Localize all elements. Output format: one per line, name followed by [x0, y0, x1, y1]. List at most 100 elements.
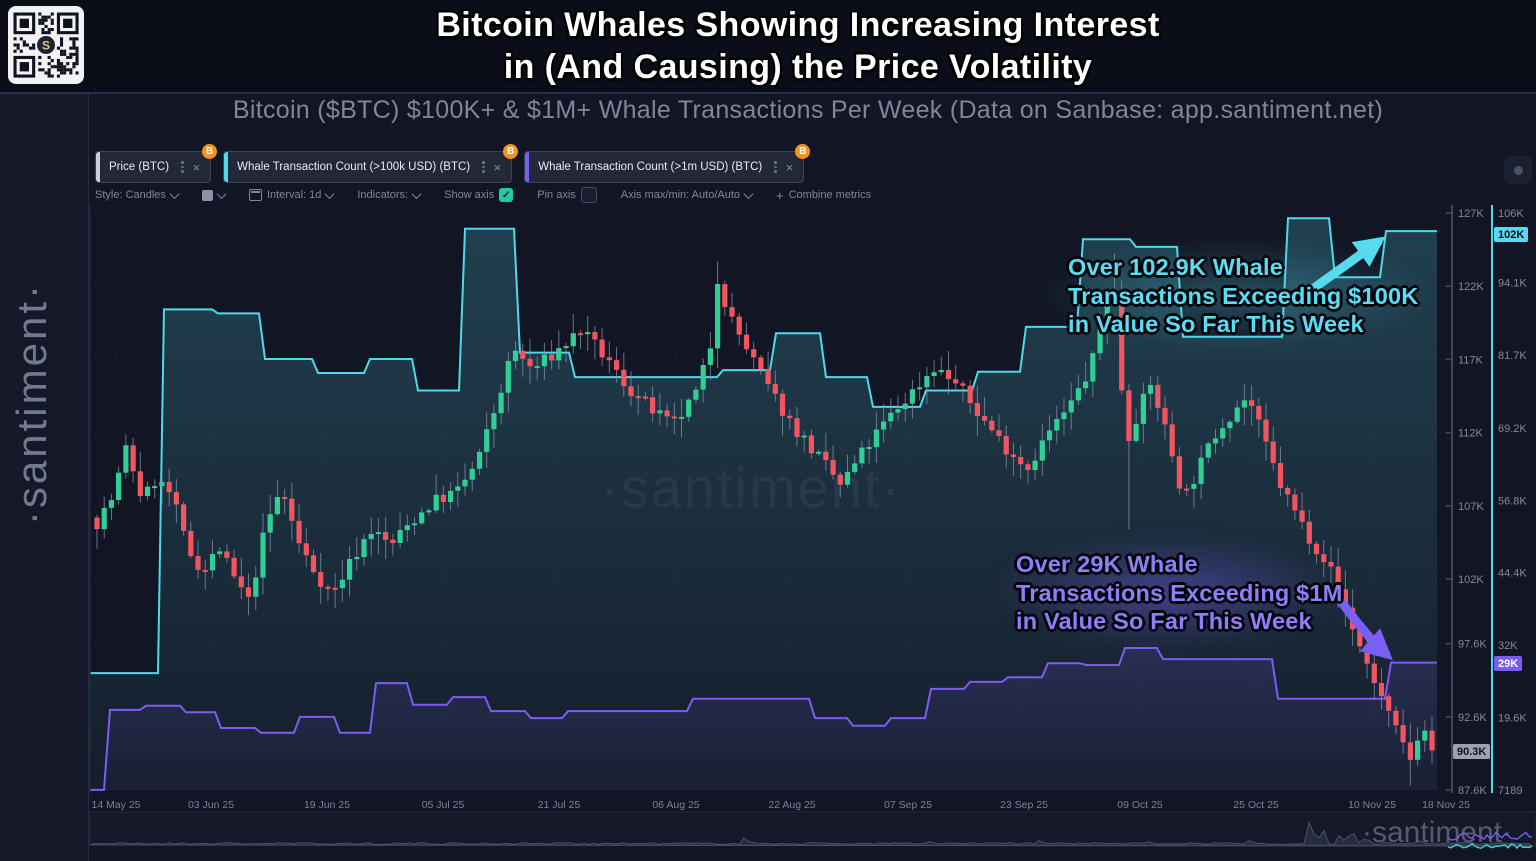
tab-accent-bar — [224, 152, 229, 182]
annotation-line: in Value So Far This Week — [1016, 608, 1312, 634]
axis-tick-label: 107K — [1458, 501, 1484, 513]
axis-tick-label: 94.1K — [1498, 277, 1527, 289]
metric-tabs: Price (BTC) × B Whale Transaction Count (>1… — [95, 144, 811, 183]
axis-tick-label: 122K — [1458, 281, 1484, 293]
style-dropdown[interactable]: Style: Candles — [95, 188, 180, 201]
annotation-line: Over 102.9K Whale — [1068, 254, 1284, 280]
count-axis-badge-102k: 102K — [1494, 227, 1529, 242]
axis-tick-label: 69.2K — [1498, 423, 1527, 435]
axis-tick-label: 87.6K — [1458, 785, 1487, 797]
chart-action-button[interactable] — [1504, 156, 1532, 184]
tab-label: Whale Transaction Count (>100k USD) (BTC… — [237, 161, 471, 173]
timeline-scrubber[interactable] — [89, 811, 1536, 846]
pin-axis-toggle[interactable]: Pin axis — [537, 187, 597, 203]
close-icon[interactable]: × — [493, 159, 502, 175]
whale-1m-area — [90, 648, 1437, 790]
tab-metric-0[interactable]: Price (BTC) × B — [95, 144, 218, 183]
kebab-menu-icon[interactable] — [774, 161, 777, 173]
annotation-whale-100k: Over 102.9K Whale Transactions Exceeding… — [1068, 253, 1418, 339]
tab-metric-2[interactable]: Whale Transaction Count (>1m USD) (BTC) ×… — [524, 144, 811, 183]
brand-vertical-text: ·santiment· — [8, 282, 55, 526]
annotation-whale-1m: Over 29K Whale Transactions Exceeding $1… — [1016, 550, 1343, 636]
bitcoin-badge-icon: B — [503, 144, 519, 159]
axis-tick-label: 7189 — [1498, 785, 1522, 797]
chevron-down-icon — [216, 188, 227, 199]
kebab-menu-icon[interactable] — [181, 161, 184, 173]
tab-accent-bar — [525, 152, 530, 182]
axis-tick-label: 05 Jul 25 — [422, 799, 465, 811]
show-axis-label: Show axis — [444, 189, 495, 201]
brand-sidebar: ·santiment· — [0, 92, 89, 861]
arrow-down-right-icon — [1335, 595, 1393, 661]
tab-label: Whale Transaction Count (>1m USD) (BTC) — [538, 161, 763, 173]
axis-tick-label: 10 Nov 25 — [1348, 799, 1396, 811]
axis-tick-label: 23 Sep 25 — [1000, 799, 1048, 811]
bitcoin-badge-icon: B — [795, 144, 811, 159]
checkbox-checked-icon[interactable]: ✓ — [499, 188, 514, 202]
tab-accent-bar — [96, 152, 100, 182]
combine-metrics-button[interactable]: + Combine metrics — [776, 188, 871, 203]
series-color-dropdown[interactable] — [201, 188, 227, 201]
annotation-line: in Value So Far This Week — [1068, 311, 1364, 337]
axis-tick-label: 56.8K — [1498, 495, 1527, 507]
annotation-line: Transactions Exceeding $1M — [1016, 579, 1343, 606]
arrow-up-right-icon — [1302, 236, 1386, 298]
timeline-preview-teal — [1447, 842, 1533, 850]
axis-tick-label: 97.6K — [1458, 639, 1487, 651]
chevron-down-icon — [324, 188, 335, 199]
axis-maxmin-label: Axis max/min: Auto/Auto — [620, 189, 740, 201]
whale-100k-line — [90, 217, 1437, 675]
indicators-label: Indicators: — [357, 189, 409, 201]
style-label: Style: Candles — [95, 189, 166, 201]
close-icon[interactable]: × — [785, 159, 794, 175]
qr-code-image: S — [12, 11, 80, 79]
chevron-down-icon — [411, 188, 422, 199]
axis-tick-label: 18 Nov 25 — [1422, 799, 1470, 811]
axis-tick-label: 09 Oct 25 — [1117, 799, 1163, 811]
interval-dropdown[interactable]: Interval: 1d — [248, 188, 335, 201]
axis-tick-label: 03 Jun 25 — [188, 799, 234, 811]
qr-code: S — [8, 6, 84, 84]
axis-tick-label: 32K — [1498, 640, 1518, 652]
axis-maxmin-dropdown[interactable]: Axis max/min: Auto/Auto — [620, 188, 754, 201]
axis-tick-label: 06 Aug 25 — [652, 799, 699, 811]
show-axis-toggle[interactable]: Show axis ✓ — [444, 188, 514, 202]
axis-tick-label: 106K — [1498, 208, 1524, 220]
color-swatch-icon — [201, 189, 213, 201]
page-title-line1: Bitcoin Whales Showing Increasing Intere… — [436, 6, 1160, 44]
count-axis-badge-29k: 29K — [1494, 656, 1523, 671]
tab-metric-1[interactable]: Whale Transaction Count (>100k USD) (BTC… — [223, 144, 519, 183]
axis-tick-label: 14 May 25 — [91, 799, 140, 811]
combine-metrics-label: Combine metrics — [788, 189, 872, 201]
annotation-line: Transactions Exceeding $100K — [1068, 282, 1419, 309]
chart-subtitle: Bitcoin ($BTC) $100K+ & $1M+ Whale Trans… — [232, 96, 1384, 124]
axis-tick-label: 102K — [1458, 574, 1484, 586]
kebab-menu-icon[interactable] — [482, 161, 485, 173]
header-bar: S Bitcoin Whales Showing Increasing Inte… — [0, 0, 1536, 94]
bitcoin-badge-icon: B — [202, 144, 218, 159]
axis-tick-label: 22 Aug 25 — [768, 799, 815, 811]
price-candles — [94, 253, 1435, 786]
page-title-line2: in (And Causing) the Price Volatility — [503, 48, 1093, 86]
indicators-dropdown[interactable]: Indicators: — [357, 188, 422, 201]
bottom-watermark: ·santiment· — [1362, 816, 1512, 849]
tab-label: Price (BTC) — [109, 161, 170, 173]
axis-tick-label: 92.6K — [1458, 712, 1487, 724]
dot-icon — [1513, 165, 1523, 175]
axis-tick-label: 81.7K — [1498, 350, 1527, 362]
svg-text:S: S — [42, 39, 50, 53]
close-icon[interactable]: × — [192, 159, 201, 175]
axis-tick-label: 127K — [1458, 208, 1484, 220]
axis-tick-label: 19.6K — [1498, 713, 1527, 725]
whale-1m-line — [90, 647, 1437, 791]
interval-label: Interval: 1d — [266, 189, 322, 201]
axis-tick-label: 07 Sep 25 — [884, 799, 932, 811]
axis-tick-label: 44.4K — [1498, 568, 1527, 580]
axis-tick-label: 112K — [1458, 428, 1484, 440]
checkbox-unchecked-icon[interactable] — [580, 187, 597, 203]
calendar-icon — [248, 189, 262, 201]
plus-icon: + — [776, 187, 784, 203]
chart-toolbar: Style: Candles Interval: 1d Indicators: … — [95, 187, 871, 203]
axis-tick-label: 117K — [1458, 354, 1484, 366]
